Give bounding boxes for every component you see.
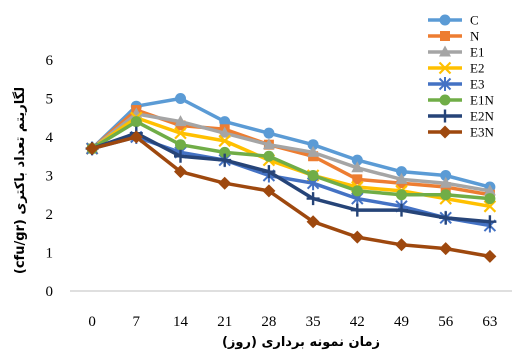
legend-marker xyxy=(439,94,451,106)
y-tick-label: 2 xyxy=(46,207,54,223)
data-point xyxy=(174,149,187,163)
y-tick-label: 1 xyxy=(46,246,54,262)
legend-marker xyxy=(440,31,450,41)
legend-label: N xyxy=(470,29,480,44)
data-point xyxy=(219,146,231,158)
y-tick-label: 5 xyxy=(46,92,54,108)
x-tick-label: 49 xyxy=(394,314,409,330)
data-point xyxy=(439,242,453,256)
legend-marker xyxy=(439,14,451,26)
x-tick-label: 7 xyxy=(133,314,141,330)
y-axis-label: لگاریتم تعداد باکتری (cfu/gr) xyxy=(12,87,28,274)
data-point xyxy=(175,93,186,104)
data-point xyxy=(218,153,232,167)
legend-marker xyxy=(439,45,451,57)
series-e1n xyxy=(86,116,496,205)
data-point xyxy=(350,203,364,217)
data-point xyxy=(174,165,187,179)
data-point xyxy=(350,230,364,244)
y-tick-label: 3 xyxy=(46,169,54,185)
legend-marker xyxy=(438,125,452,139)
series-layer xyxy=(85,93,497,263)
legend-label: C xyxy=(470,13,479,28)
data-point xyxy=(439,176,452,188)
data-point xyxy=(395,172,408,184)
legend-item-e1n: E1N xyxy=(428,93,494,108)
data-point xyxy=(262,165,276,179)
data-point xyxy=(307,170,319,181)
legend-label: E2N xyxy=(470,109,494,124)
data-point xyxy=(130,116,142,128)
series-line xyxy=(91,131,491,224)
data-point xyxy=(174,126,187,140)
data-point xyxy=(483,215,497,229)
data-point xyxy=(483,184,496,196)
data-point xyxy=(440,170,452,181)
data-point xyxy=(396,189,407,201)
data-point xyxy=(262,138,275,150)
legend-label: E3 xyxy=(470,77,484,92)
legend-item-e2n: E2N xyxy=(428,109,494,124)
legend-item-e3: E3 xyxy=(428,77,484,92)
data-point xyxy=(351,154,363,166)
legend-label: E2 xyxy=(470,61,484,76)
x-tick-label: 21 xyxy=(217,314,232,330)
data-point xyxy=(483,249,497,263)
legend-marker xyxy=(438,109,452,123)
data-point xyxy=(352,174,363,185)
y-tick-label: 6 xyxy=(46,53,54,69)
x-tick-label: 14 xyxy=(173,314,189,330)
legend-label: E1N xyxy=(470,93,494,108)
data-point xyxy=(396,166,407,178)
data-point xyxy=(439,211,453,225)
data-point xyxy=(174,115,187,127)
data-point xyxy=(218,134,231,148)
data-point xyxy=(218,126,231,138)
legend-marker xyxy=(438,61,452,75)
data-point xyxy=(395,203,408,217)
x-tick-label: 63 xyxy=(482,314,497,330)
legend-label: E1 xyxy=(470,45,484,60)
series-line xyxy=(91,135,491,259)
legend-item-e3n: E3N xyxy=(428,125,494,140)
data-point xyxy=(263,150,275,162)
series-line xyxy=(91,119,491,201)
x-tick-label: 42 xyxy=(350,314,365,330)
data-point xyxy=(306,192,320,206)
series-e3n xyxy=(85,130,497,263)
data-point xyxy=(440,189,452,201)
data-point xyxy=(262,184,276,198)
data-point xyxy=(484,193,496,205)
x-tick-label: 28 xyxy=(261,314,276,330)
x-tick-label: 35 xyxy=(306,314,321,330)
legend-marker xyxy=(438,77,452,91)
data-point xyxy=(129,130,143,144)
legend-item-e1: E1 xyxy=(428,45,484,60)
legend-label: E3N xyxy=(470,125,494,140)
series-line xyxy=(90,96,491,189)
data-point xyxy=(263,127,275,139)
data-point xyxy=(395,238,408,252)
data-point xyxy=(307,139,319,151)
legend-item-c: C xyxy=(428,13,479,28)
data-point xyxy=(351,185,363,197)
y-tick-label: 0 xyxy=(46,284,54,300)
data-point xyxy=(85,142,99,156)
data-point xyxy=(307,145,320,157)
x-tick-label: 56 xyxy=(438,314,454,330)
series-line xyxy=(91,112,491,193)
y-tick-label: 4 xyxy=(46,130,54,146)
data-point xyxy=(175,139,186,151)
data-point xyxy=(306,215,320,229)
legend-item-n: N xyxy=(428,29,480,44)
x-axis-label: زمان نمونه برداری (روز) xyxy=(222,335,380,350)
x-tick-label: 0 xyxy=(88,314,96,330)
data-point xyxy=(351,161,364,173)
legend-item-e2: E2 xyxy=(428,61,484,76)
data-point xyxy=(218,176,232,190)
